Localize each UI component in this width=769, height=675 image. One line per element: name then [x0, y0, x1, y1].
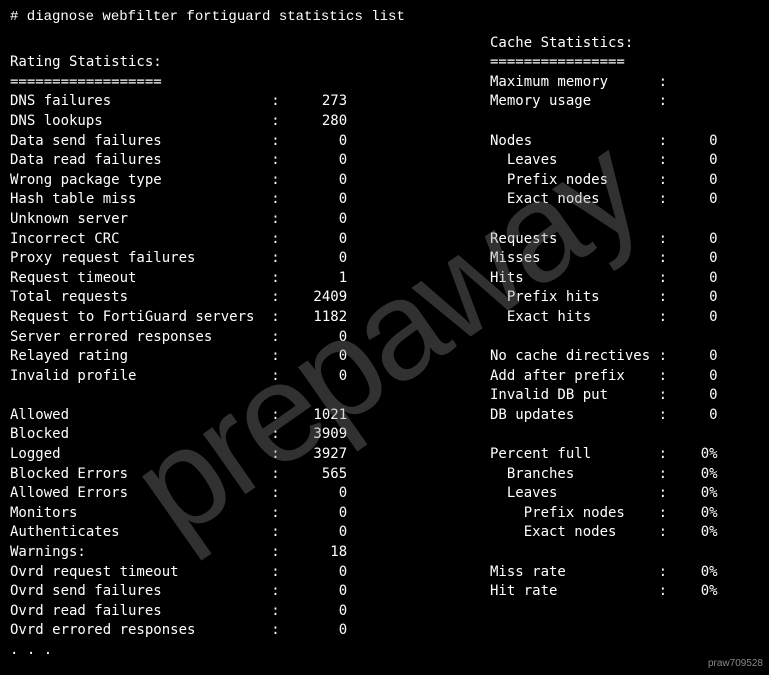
cache-statistics-column: Cache Statistics: ================ Maxim… [490, 34, 759, 661]
rating-statistics-column: Rating Statistics: ================== DN… [10, 34, 490, 661]
id-tag: praw709528 [708, 657, 763, 671]
command-line: # diagnose webfilter fortiguard statisti… [10, 8, 759, 28]
columns-wrapper: Rating Statistics: ================== DN… [10, 34, 759, 661]
